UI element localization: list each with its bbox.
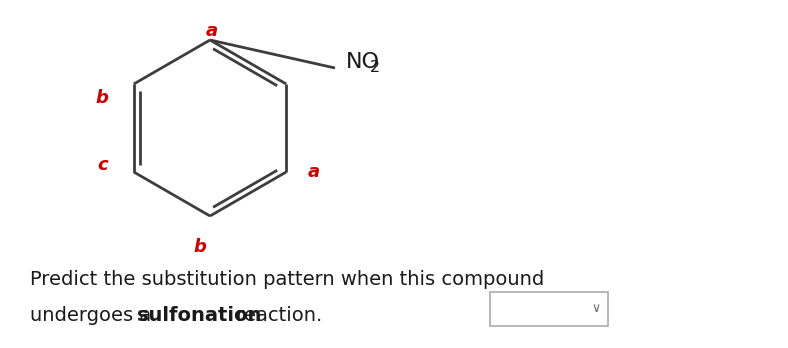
Text: a: a	[206, 22, 218, 40]
Text: Predict the substitution pattern when this compound: Predict the substitution pattern when th…	[30, 270, 545, 289]
Text: 2: 2	[370, 61, 380, 76]
Text: ∨: ∨	[592, 302, 600, 316]
Bar	[490, 292, 608, 326]
Text: NO: NO	[346, 52, 380, 72]
Text: b: b	[194, 238, 206, 256]
Text: reaction.: reaction.	[230, 306, 322, 325]
Text: sulfonation: sulfonation	[137, 306, 262, 325]
Text: a: a	[308, 163, 320, 181]
Text: b: b	[95, 89, 108, 107]
Text: undergoes a: undergoes a	[30, 306, 158, 325]
Text: c: c	[98, 156, 108, 174]
